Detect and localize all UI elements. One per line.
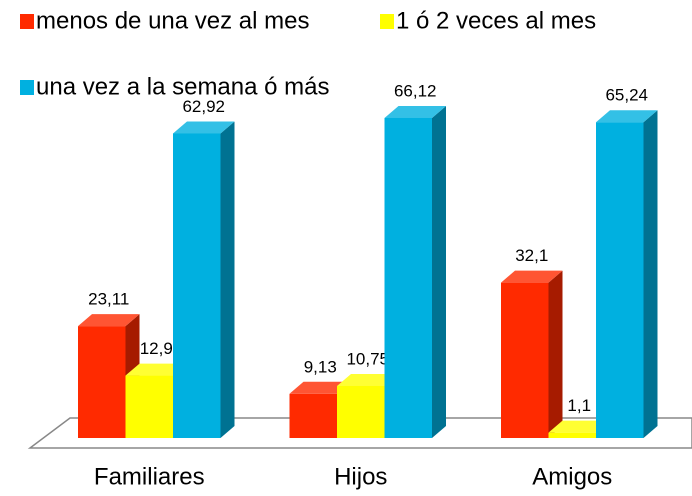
bar-side bbox=[643, 110, 658, 438]
data-label: 32,1 bbox=[515, 246, 548, 265]
bar-side bbox=[432, 105, 446, 439]
bar-top bbox=[596, 110, 658, 123]
bar bbox=[501, 270, 563, 438]
legend-swatch bbox=[20, 14, 34, 29]
data-label: 9,13 bbox=[304, 357, 337, 376]
bar-front bbox=[337, 385, 385, 438]
bar-top bbox=[501, 270, 563, 283]
data-label: 1,1 bbox=[567, 396, 591, 415]
x-tick-label: Familiares bbox=[94, 463, 205, 490]
bar-front bbox=[548, 432, 596, 438]
legend-swatch bbox=[20, 80, 34, 95]
legend-label: 1 ó 2 veces al mes bbox=[396, 7, 596, 34]
bar-top bbox=[548, 420, 610, 433]
bar-top bbox=[173, 121, 235, 134]
bar-top bbox=[384, 105, 446, 118]
data-label: 23,11 bbox=[88, 290, 129, 309]
legend-swatch bbox=[380, 14, 394, 29]
data-label: 10,75 bbox=[346, 349, 389, 368]
bar-front bbox=[173, 133, 221, 438]
bar bbox=[596, 110, 658, 438]
bar-front bbox=[125, 375, 173, 438]
data-label: 65,24 bbox=[605, 86, 648, 105]
bar-front bbox=[289, 393, 337, 438]
bar bbox=[384, 105, 446, 439]
bar-front bbox=[596, 122, 644, 438]
bar-front bbox=[384, 117, 432, 439]
x-tick-label: Amigos bbox=[532, 463, 612, 490]
bar bbox=[173, 121, 235, 439]
bar-top bbox=[337, 373, 399, 386]
legend-label: una vez a la semana ó más bbox=[36, 73, 330, 100]
data-label: 66,12 bbox=[394, 81, 437, 100]
bar-front bbox=[78, 326, 126, 438]
bar-front bbox=[501, 282, 549, 438]
legend-label: menos de una vez al mes bbox=[36, 7, 309, 34]
data-label: 12,9 bbox=[140, 339, 173, 358]
bar-side bbox=[220, 121, 235, 439]
bar-top bbox=[78, 314, 140, 327]
bar-top bbox=[289, 381, 351, 394]
x-tick-label: Hijos bbox=[334, 463, 387, 490]
bar-side bbox=[548, 270, 563, 438]
data-label: 62,92 bbox=[182, 97, 225, 116]
bar-top bbox=[125, 363, 187, 376]
